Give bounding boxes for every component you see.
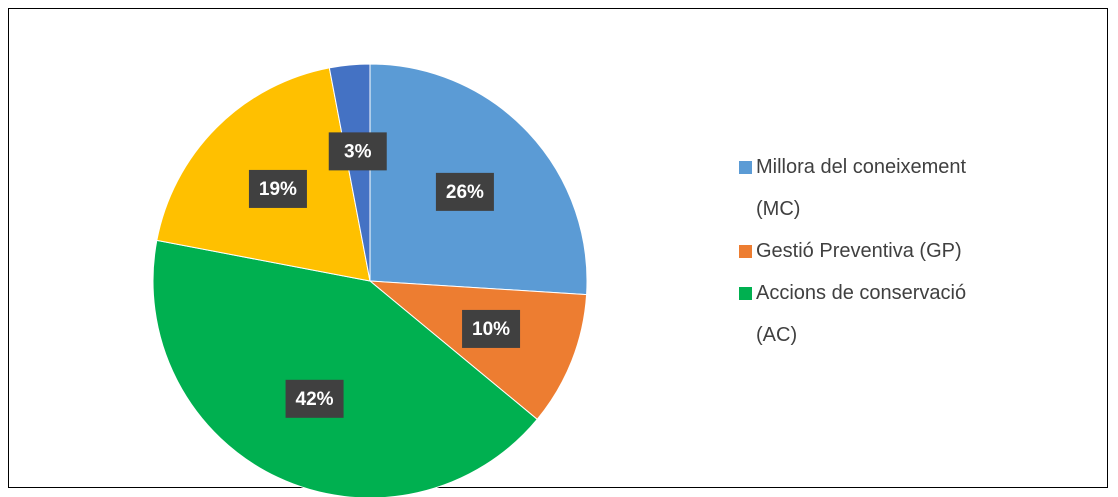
data-label-bg xyxy=(285,379,344,418)
data-label-bg xyxy=(435,172,494,211)
data-label: 42% xyxy=(296,389,334,410)
legend-label: Accions de conservació (AC) xyxy=(756,282,967,346)
data-label-bg xyxy=(462,309,521,348)
data-label-bg xyxy=(328,132,387,171)
legend-item: Gestió Preventiva (GP) xyxy=(739,230,1039,272)
legend-swatch xyxy=(739,161,752,174)
legend-swatch xyxy=(739,245,752,258)
pie-slice xyxy=(368,280,588,421)
legend: Millora del coneixement (MC) Gestió Preve… xyxy=(739,146,1039,356)
chart-frame xyxy=(8,8,1108,488)
data-label: 10% xyxy=(472,319,510,340)
legend-item: Accions de conservació (AC) xyxy=(739,272,1039,356)
legend-swatch xyxy=(739,287,752,300)
data-label: 26% xyxy=(446,182,484,203)
pie-slice xyxy=(152,239,538,497)
legend-label: Millora del coneixement (MC) xyxy=(756,156,967,220)
data-label-bg xyxy=(248,169,307,208)
legend-item: Millora del coneixement (MC) xyxy=(739,146,1039,230)
pie-slice xyxy=(328,63,371,282)
legend-label: Gestió Preventiva (GP) xyxy=(756,240,962,262)
data-label: 3% xyxy=(344,141,372,162)
data-label: 19% xyxy=(259,179,297,200)
